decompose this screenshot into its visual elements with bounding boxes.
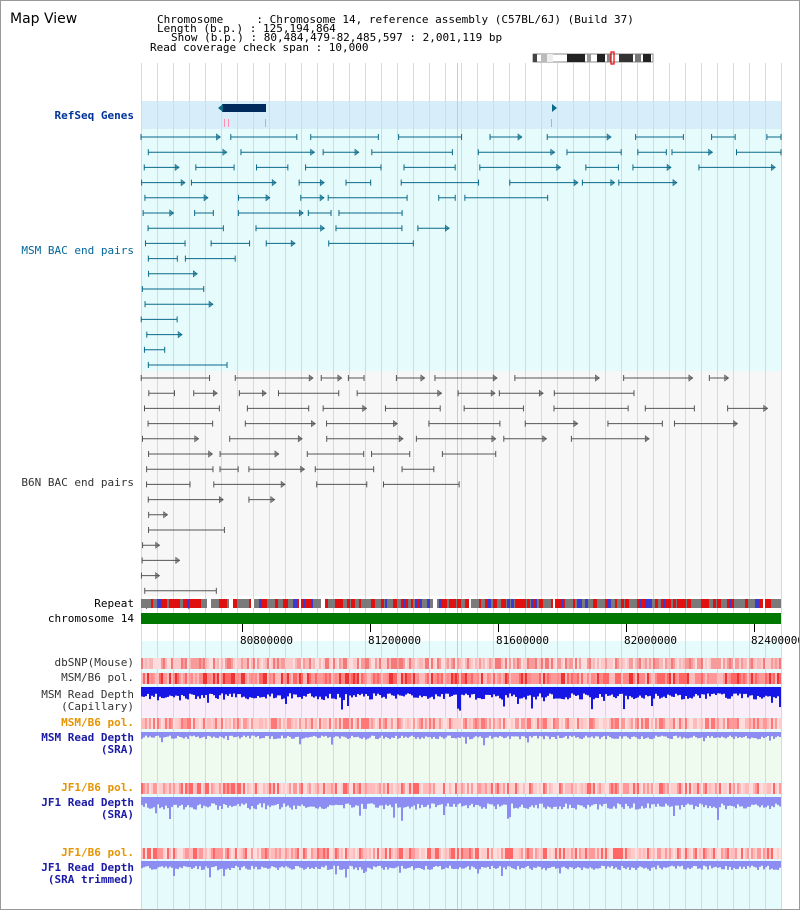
chromosome-info: Chromosome : Chromosome 14, reference as… xyxy=(157,13,634,26)
jf1-b6-pol-2-strip xyxy=(141,848,781,859)
jf1-b6-pol-2-label: JF1/B6 pol. xyxy=(61,846,134,859)
show-range-info: Show (b.p.) : 80,484,479-82,485,597 : 2,… xyxy=(171,31,503,44)
chromosome-label: chromosome 14 xyxy=(47,612,134,625)
jf1-depth-sra-bars xyxy=(141,797,781,821)
axis-ticks xyxy=(242,624,755,632)
msm-bac-features xyxy=(140,133,782,368)
refseq-gene xyxy=(218,104,557,127)
refseq-genes-label[interactable]: RefSeq Genes xyxy=(54,109,134,122)
jf1-b6-pol-strip xyxy=(141,783,781,794)
b6n-bac-label[interactable]: B6N BAC end pairs xyxy=(21,476,134,489)
length-info: Length (b.p.) : 125,194,864 xyxy=(157,22,336,35)
axis-tick-label: 82000000 xyxy=(624,634,677,647)
coverage-span-info: Read coverage check span : 10,000 xyxy=(150,41,369,54)
jf1-depth-sra-label: JF1 Read Depth xyxy=(41,796,134,809)
msm-depth-sra-sub-label: (SRA) xyxy=(100,743,134,756)
msm-depth-cap-bars xyxy=(141,687,781,711)
axis-tick-label: 82400000 xyxy=(751,634,800,647)
jf1-b6-pol-label: JF1/B6 pol. xyxy=(61,781,134,794)
page-title: Map View xyxy=(10,11,78,27)
repeat-label: Repeat xyxy=(94,597,134,610)
msm-bac-label[interactable]: MSM BAC end pairs xyxy=(21,244,134,257)
msm-b6-pol-label: MSM/B6 pol. xyxy=(61,671,134,684)
msm-depth-cap-sub-label: (Capillary) xyxy=(61,700,134,713)
jf1-depth-trim-label: JF1 Read Depth xyxy=(41,861,134,874)
jf1-depth-trim-bars xyxy=(141,861,781,878)
axis-tick-label: 81600000 xyxy=(496,634,549,647)
dbsnp-label: dbSNP(Mouse) xyxy=(54,656,134,669)
chromosome-bar xyxy=(141,613,781,624)
jf1-depth-sra-sub-label: (SRA) xyxy=(100,808,134,821)
b6n-bac-features xyxy=(140,374,769,609)
msm-depth-cap-label: MSM Read Depth xyxy=(41,688,134,701)
chromosome-ideogram xyxy=(532,51,654,65)
jf1-depth-trim-sub-label: (SRA trimmed) xyxy=(47,873,134,886)
repeat-track xyxy=(141,599,781,608)
msm-depth-sra-bars xyxy=(141,732,781,746)
grid-lines xyxy=(141,63,782,909)
msm-b6-pol-strip xyxy=(141,673,781,684)
axis-tick-label: 81200000 xyxy=(368,634,421,647)
msm-b6-pol-2-label: MSM/B6 pol. xyxy=(61,716,134,729)
msm-depth-sra-label: MSM Read Depth xyxy=(41,731,134,744)
axis-tick-label: 80800000 xyxy=(240,634,293,647)
dbsnp-strip xyxy=(141,658,781,669)
msm-b6-pol-2-strip xyxy=(141,718,781,729)
